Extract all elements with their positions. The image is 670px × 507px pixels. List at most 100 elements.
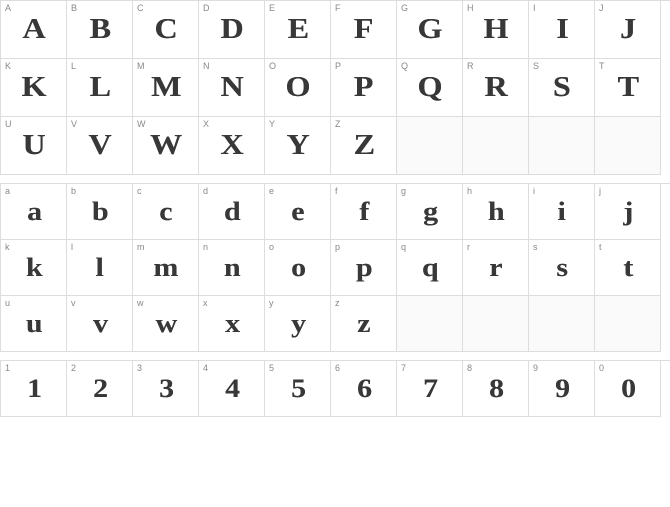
lower-cell: cc (133, 184, 199, 240)
cell-label: V (71, 119, 77, 129)
upper-cell: BB (67, 1, 133, 59)
lower-cell (595, 296, 661, 352)
glyph: f (359, 197, 368, 227)
glyph: M (151, 72, 180, 104)
glyph: n (224, 253, 239, 283)
cell-label: g (401, 186, 406, 196)
upper-cell: VV (67, 117, 133, 175)
cell-label: m (137, 242, 145, 252)
cell-label: M (137, 61, 145, 71)
cell-label: 8 (467, 363, 472, 373)
cell-label: d (203, 186, 208, 196)
glyph: u (26, 309, 41, 339)
glyph: Z (353, 130, 373, 162)
glyph: V (88, 130, 110, 162)
glyph: W (150, 130, 181, 162)
glyph: R (484, 72, 506, 104)
lower-cell: ll (67, 240, 133, 296)
glyph: O (286, 72, 310, 104)
digit-cell: 99 (529, 361, 595, 417)
digit-cell: 66 (331, 361, 397, 417)
cell-label: B (71, 3, 77, 13)
cell-label: E (269, 3, 275, 13)
glyph: E (287, 14, 307, 46)
upper-cell: II (529, 1, 595, 59)
glyph: w (155, 309, 175, 339)
cell-label: I (533, 3, 536, 13)
lower-cell (529, 296, 595, 352)
glyph: e (291, 197, 303, 227)
cell-label: R (467, 61, 474, 71)
upper-cell: YY (265, 117, 331, 175)
upper-cell: AA (1, 1, 67, 59)
glyph: T (617, 72, 637, 104)
lower-cell: pp (331, 240, 397, 296)
glyph: 1 (27, 374, 41, 404)
glyph: 8 (489, 374, 503, 404)
upper-cell: TT (595, 59, 661, 117)
lower-cell: ee (265, 184, 331, 240)
glyph: z (357, 309, 369, 339)
lower-cell: zz (331, 296, 397, 352)
cell-label: 2 (71, 363, 76, 373)
lower-cell: kk (1, 240, 67, 296)
glyph: y (291, 309, 305, 339)
glyph: k (26, 253, 41, 283)
cell-label: Y (269, 119, 275, 129)
digit-cell: 55 (265, 361, 331, 417)
glyph: B (89, 14, 109, 46)
glyph: H (484, 14, 508, 46)
lower-cell: hh (463, 184, 529, 240)
glyph: v (93, 309, 107, 339)
glyph: S (553, 72, 570, 104)
upper-cell (463, 117, 529, 175)
glyph: U (22, 130, 44, 162)
lower-cell: ww (133, 296, 199, 352)
digits-grid: 11223344556677889900 (0, 360, 670, 417)
glyph: b (92, 197, 107, 227)
lower-cell: yy (265, 296, 331, 352)
cell-label: 3 (137, 363, 142, 373)
upper-cell: DD (199, 1, 265, 59)
cell-label: z (335, 298, 340, 308)
glyph: t (623, 253, 632, 283)
upper-cell: LL (67, 59, 133, 117)
cell-label: H (467, 3, 474, 13)
lower-cell: qq (397, 240, 463, 296)
glyph: h (488, 197, 503, 227)
cell-label: j (599, 186, 601, 196)
upper-cell: PP (331, 59, 397, 117)
upper-cell: WW (133, 117, 199, 175)
upper-cell: OO (265, 59, 331, 117)
glyph: Q (418, 72, 442, 104)
cell-label: Q (401, 61, 408, 71)
upper-cell: UU (1, 117, 67, 175)
cell-label: C (137, 3, 144, 13)
cell-label: i (533, 186, 535, 196)
upper-cell (595, 117, 661, 175)
upper-cell: CC (133, 1, 199, 59)
cell-label: x (203, 298, 208, 308)
digit-cell: 44 (199, 361, 265, 417)
glyph: 7 (423, 374, 437, 404)
cell-label: p (335, 242, 340, 252)
lower-cell: vv (67, 296, 133, 352)
cell-label: 9 (533, 363, 538, 373)
glyph: Y (286, 130, 308, 162)
glyph: 2 (93, 374, 107, 404)
lower-cell (463, 296, 529, 352)
glyph: A (22, 14, 44, 46)
upper-cell: SS (529, 59, 595, 117)
glyph: l (96, 253, 103, 283)
upper-cell: KK (1, 59, 67, 117)
cell-label: D (203, 3, 210, 13)
upper-cell: NN (199, 59, 265, 117)
glyph: 6 (357, 374, 371, 404)
cell-label: 5 (269, 363, 274, 373)
cell-label: K (5, 61, 11, 71)
cell-label: Z (335, 119, 341, 129)
lower-cell: dd (199, 184, 265, 240)
lowercase-grid: aabbccddeeffgghhiijjkkllmmnnooppqqrrsstt… (0, 183, 670, 352)
upper-cell: RR (463, 59, 529, 117)
lower-cell: tt (595, 240, 661, 296)
